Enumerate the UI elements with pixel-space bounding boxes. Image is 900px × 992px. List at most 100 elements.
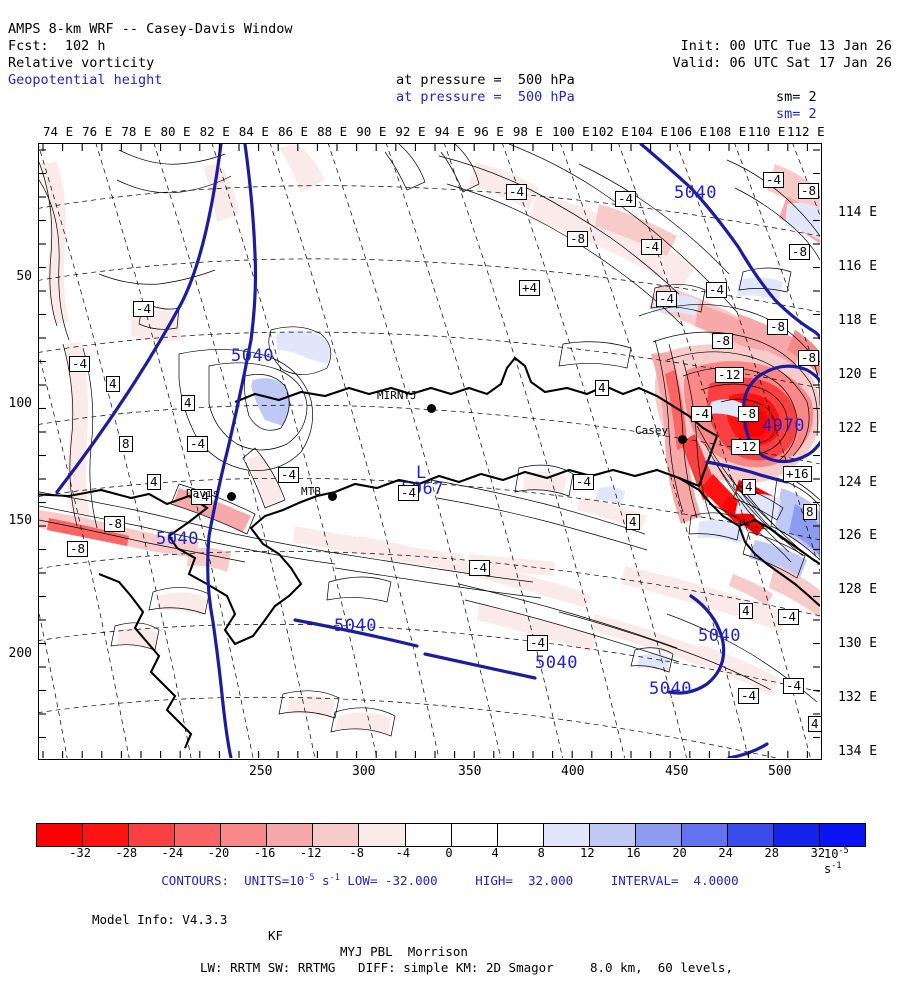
colorbar[interactable] <box>36 823 866 847</box>
bottom-axis-tick-300: 300 <box>352 764 376 779</box>
colorbar-tick-16: 16 <box>626 846 641 860</box>
vorticity-contour-label-31: 8 <box>803 504 817 520</box>
right-axis-tick-128E: 128 E <box>838 582 878 598</box>
vorticity-contour-label-5: -4 <box>641 239 663 255</box>
right-axis-tick-118E: 118 E <box>838 312 878 328</box>
top-axis-tick-90E: 90 E <box>356 124 387 139</box>
vorticity-contour-label-24: +16 <box>783 466 812 482</box>
model-info-row-1: Model Info: V4.3.3 KF MYJ PBL Morrison 8… <box>0 896 900 975</box>
vorticity-contour-label-1: -4 <box>615 191 637 207</box>
left-axis-tick-200: 200 <box>8 646 32 661</box>
right-axis-tick-132E: 132 E <box>838 690 878 706</box>
vorticity-contour-label-41: 4 <box>808 716 821 732</box>
station-marker-mirnyj <box>427 404 436 413</box>
colorbar-swatch-2 <box>129 824 176 846</box>
vort-info-mid: s <box>314 873 330 889</box>
vorticity-contour-label-37: 4 <box>739 603 753 619</box>
vorticity-contour-label-7: +4 <box>519 280 541 296</box>
colorbar-swatch-17 <box>820 824 866 846</box>
bottom-axis-tick-400: 400 <box>561 764 585 779</box>
height-contour-label-5040-6: 5040 <box>535 653 578 673</box>
field-1-name: Relative vorticity <box>8 55 155 71</box>
model-info-block: Model Info: V4.3.3 KF MYJ PBL Morrison 8… <box>0 864 900 976</box>
vorticity-contour-label-14: -8 <box>767 319 789 335</box>
top-axis-tick-98E: 98 E <box>512 124 543 139</box>
top-axis-tick-104E: 104 E <box>630 124 668 139</box>
right-axis-tick-124E: 124 E <box>838 474 878 490</box>
colorbar-swatch-15 <box>727 824 774 846</box>
bottom-axis-tick-250: 250 <box>249 764 273 779</box>
vorticity-contour-label-3: -4 <box>763 172 785 188</box>
model-version: Model Info: V4.3.3 <box>92 912 228 927</box>
graticule-grid <box>39 144 820 758</box>
top-axis-tick-86E: 86 E <box>277 124 309 139</box>
vorticity-contour-label-27: -4 <box>191 489 213 505</box>
height-contour-label-5040-7: 5040 <box>649 679 692 699</box>
bottom-axis-tick-450: 450 <box>665 764 689 779</box>
colorbar-tick--28: -28 <box>115 846 138 860</box>
vorticity-contour-label-28: -4 <box>398 485 420 501</box>
vort-info-prefix: CONTOURS: UNITS=10 <box>161 873 305 889</box>
vorticity-contour-label-12: 4 <box>181 395 195 411</box>
colorbar-swatch-10 <box>497 824 544 846</box>
vorticity-contour-label-10: -4 <box>69 356 91 372</box>
valid-time: Valid: 06 UTC Sat 17 Jan 26 <box>672 55 892 71</box>
cumulus-scheme: KF <box>268 928 284 943</box>
vorticity-contour-label-36: -4 <box>527 635 549 651</box>
station-marker-casey <box>678 435 687 444</box>
colorbar-swatch-14 <box>681 824 728 846</box>
station-label-davis: Davis <box>186 487 220 500</box>
vorticity-contour-info: CONTOURS: UNITS=10-5 s-1 LOW= -32.000 HI… <box>0 871 900 888</box>
colorbar-tick-12: 12 <box>580 846 595 860</box>
header-block: AMPS 8-km WRF -- Casey-Davis Window Init… <box>8 4 892 122</box>
vorticity-contour-label-2: -8 <box>798 183 820 199</box>
vorticity-contour-label-38: -4 <box>778 609 800 625</box>
colorbar-tick-8: 8 <box>537 846 545 860</box>
station-label-casey: Casey <box>635 424 669 437</box>
height-contour-label-5040-0: 5040 <box>231 346 274 366</box>
colorbar-swatch-5 <box>267 824 314 846</box>
colorbar-tick-20: 20 <box>672 846 687 860</box>
vorticity-contour-label-35: -4 <box>469 560 491 576</box>
top-axis-tick-78E: 78 E <box>121 124 152 139</box>
vorticity-contour-label-39: -4 <box>783 678 805 694</box>
colorbar-swatch-9 <box>451 824 498 846</box>
vorticity-shading <box>39 144 820 736</box>
height-contour-label-5040-4: 5040 <box>156 529 199 549</box>
field-1-level: at pressure = 500 hPa <box>396 72 575 88</box>
colorbar-swatch-1 <box>83 824 130 846</box>
top-axis-tick-106E: 106 E <box>669 124 708 139</box>
low-pressure-marker: L <box>416 463 427 483</box>
station-marker-mtb <box>328 492 337 501</box>
colorbar-tick-28: 28 <box>764 846 779 860</box>
colorbar-swatch-8 <box>405 824 452 846</box>
colorbar-swatch-4 <box>221 824 268 846</box>
colorbar-tick--20: -20 <box>207 846 230 860</box>
map-plot-area[interactable]: 5040 5040 5067 4970 5040 5040 5040 5040 5040 -4 -4… <box>38 143 822 760</box>
vorticity-contour-label-34: 4 <box>626 514 640 530</box>
station-label-mtb: MTB <box>301 485 321 498</box>
top-axis-tick-112E: 112 E <box>787 124 825 139</box>
vorticity-contour-label-17: 4 <box>595 380 609 396</box>
right-axis-tick-120E: 120 E <box>838 366 878 382</box>
top-axis-tick-96E: 96 E <box>473 124 504 139</box>
vorticity-contour-label-19: -8 <box>738 406 760 422</box>
left-axis-tick-50: 50 <box>16 269 32 284</box>
field-1-smoothing: sm= 2 <box>776 89 817 105</box>
vorticity-contour-label-29: -4 <box>573 474 595 490</box>
top-axis-tick-92E: 92 E <box>395 124 426 139</box>
colorbar-tick--8: -8 <box>349 846 364 860</box>
colorbar-swatch-11 <box>543 824 590 846</box>
vorticity-contours <box>39 144 820 737</box>
vorticity-contour-label-30: 4 <box>742 479 756 495</box>
vorticity-contour-label-16: -4 <box>706 282 728 298</box>
vorticity-contour-label-40: -4 <box>738 688 760 704</box>
vorticity-contour-label-15: -8 <box>798 350 820 366</box>
vorticity-contour-label-9: -4 <box>133 301 155 317</box>
header-row-3: Relative vorticity at pressure = 500 hPa… <box>8 38 892 105</box>
field-2-level: at pressure = 500 hPa <box>396 89 575 105</box>
vorticity-contour-label-18: -12 <box>715 367 744 383</box>
vorticity-contour-label-33: -8 <box>67 541 89 557</box>
right-axis-tick-122E: 122 E <box>838 420 878 436</box>
top-axis-tick-84E: 84 E <box>238 124 269 139</box>
